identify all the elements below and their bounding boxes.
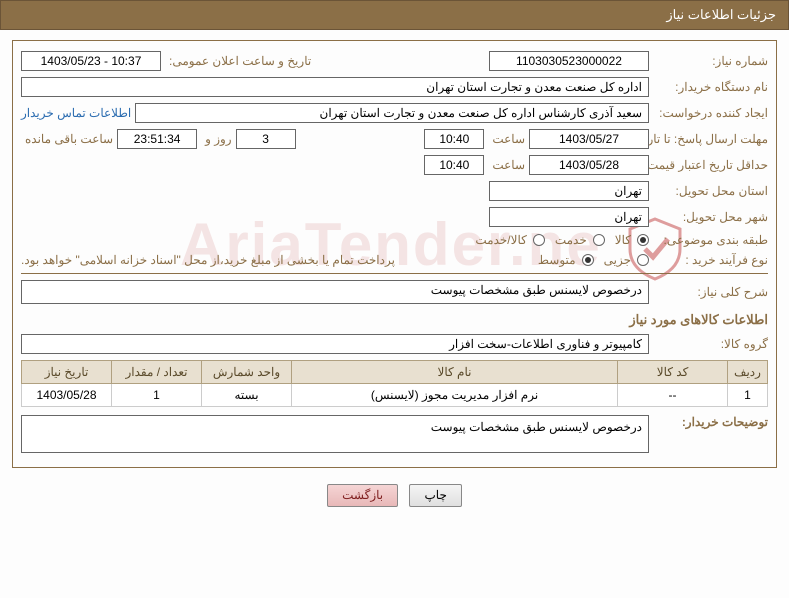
th-row: ردیف bbox=[728, 361, 768, 384]
buyer-remark-value: درخصوص لایسنس طبق مشخصات پیوست bbox=[21, 415, 649, 453]
group-value: کامپیوتر و فناوری اطلاعات-سخت افزار bbox=[21, 334, 649, 354]
payment-note: پرداخت تمام یا بخشی از مبلغ خرید،از محل … bbox=[21, 253, 395, 267]
cell-row: 1 bbox=[728, 384, 768, 407]
process-label: نوع فرآیند خرید : bbox=[653, 253, 768, 267]
table-row: 1 -- نرم افزار مدیریت مجوز (لایسنس) بسته… bbox=[22, 384, 768, 407]
category-label: طبقه بندی موضوعی: bbox=[653, 233, 768, 247]
hour-label-2: ساعت bbox=[488, 158, 525, 172]
cat-goods-label: کالا bbox=[611, 233, 631, 247]
validity-label: حداقل تاریخ اعتبار قیمت: تا تاریخ: bbox=[653, 158, 768, 172]
th-qty: تعداد / مقدار bbox=[112, 361, 202, 384]
radio-medium[interactable] bbox=[582, 254, 594, 266]
days-label: روز و bbox=[201, 132, 232, 146]
panel-title: جزئیات اطلاعات نیاز bbox=[666, 7, 776, 22]
cell-code: -- bbox=[618, 384, 728, 407]
remain-label: ساعت باقی مانده bbox=[21, 132, 113, 146]
th-unit: واحد شمارش bbox=[202, 361, 292, 384]
radio-goods[interactable] bbox=[637, 234, 649, 246]
desc-value: درخصوص لایسنس طبق مشخصات پیوست bbox=[21, 280, 649, 304]
requester-label: ایجاد کننده درخواست: bbox=[653, 106, 768, 120]
radio-both[interactable] bbox=[533, 234, 545, 246]
panel-header: جزئیات اطلاعات نیاز bbox=[0, 0, 789, 30]
deadline-hour: 10:40 bbox=[424, 129, 484, 149]
proc-medium-label: متوسط bbox=[534, 253, 576, 267]
desc-label: شرح کلی نیاز: bbox=[653, 285, 768, 299]
th-name: نام کالا bbox=[292, 361, 618, 384]
announce-value: 1403/05/23 - 10:37 bbox=[21, 51, 161, 71]
process-radios: جزیی متوسط bbox=[534, 253, 649, 267]
cell-need-date: 1403/05/28 bbox=[22, 384, 112, 407]
back-button[interactable]: بازگشت bbox=[327, 484, 398, 507]
items-table: ردیف کد کالا نام کالا واحد شمارش تعداد /… bbox=[21, 360, 768, 407]
province-value: تهران bbox=[489, 181, 649, 201]
need-no-value: 1103030523000022 bbox=[489, 51, 649, 71]
goods-info-title: اطلاعات کالاهای مورد نیاز bbox=[21, 312, 768, 328]
days-value: 3 bbox=[236, 129, 296, 149]
category-radios: کالا خدمت کالا/خدمت bbox=[471, 233, 649, 247]
remain-time: 23:51:34 bbox=[117, 129, 197, 149]
print-button[interactable]: چاپ bbox=[409, 484, 461, 507]
need-no-label: شماره نیاز: bbox=[653, 54, 768, 68]
cell-unit: بسته bbox=[202, 384, 292, 407]
cell-name: نرم افزار مدیریت مجوز (لایسنس) bbox=[292, 384, 618, 407]
cell-qty: 1 bbox=[112, 384, 202, 407]
group-label: گروه کالا: bbox=[653, 337, 768, 351]
province-label: استان محل تحویل: bbox=[653, 184, 768, 198]
contact-link[interactable]: اطلاعات تماس خریدار bbox=[21, 106, 131, 120]
deadline-label: مهلت ارسال پاسخ: تا تاریخ: bbox=[653, 132, 768, 146]
deadline-date: 1403/05/27 bbox=[529, 129, 649, 149]
th-code: کد کالا bbox=[618, 361, 728, 384]
announce-label: تاریخ و ساعت اعلان عمومی: bbox=[165, 54, 311, 68]
cat-both-label: کالا/خدمت bbox=[471, 233, 526, 247]
buyer-org-label: نام دستگاه خریدار: bbox=[653, 80, 768, 94]
validity-date: 1403/05/28 bbox=[529, 155, 649, 175]
proc-small-label: جزیی bbox=[600, 253, 631, 267]
city-label: شهر محل تحویل: bbox=[653, 210, 768, 224]
main-fieldset: شماره نیاز: 1103030523000022 تاریخ و ساع… bbox=[12, 40, 777, 468]
requester-value: سعید آذری کارشناس اداره کل صنعت معدن و ت… bbox=[135, 103, 649, 123]
validity-hour: 10:40 bbox=[424, 155, 484, 175]
hour-label-1: ساعت bbox=[488, 132, 525, 146]
city-value: تهران bbox=[489, 207, 649, 227]
buyer-org-value: اداره کل صنعت معدن و تجارت استان تهران bbox=[21, 77, 649, 97]
radio-service[interactable] bbox=[593, 234, 605, 246]
cat-service-label: خدمت bbox=[551, 233, 587, 247]
buyer-remark-label: توضیحات خریدار: bbox=[653, 415, 768, 429]
th-need-date: تاریخ نیاز bbox=[22, 361, 112, 384]
button-bar: چاپ بازگشت bbox=[12, 476, 777, 515]
radio-small[interactable] bbox=[637, 254, 649, 266]
